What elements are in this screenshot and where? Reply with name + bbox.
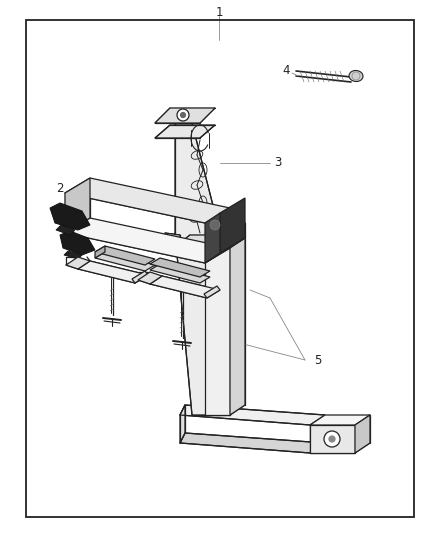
Polygon shape — [180, 405, 185, 443]
Polygon shape — [65, 218, 230, 263]
Polygon shape — [204, 286, 220, 298]
Polygon shape — [66, 257, 90, 269]
Polygon shape — [355, 415, 370, 453]
Polygon shape — [180, 405, 325, 425]
Polygon shape — [60, 231, 95, 255]
Text: 5: 5 — [314, 353, 321, 367]
Circle shape — [210, 220, 220, 230]
Polygon shape — [150, 276, 220, 298]
Polygon shape — [56, 225, 75, 235]
Circle shape — [177, 109, 189, 121]
Polygon shape — [310, 425, 355, 453]
Bar — [26, 20, 414, 517]
Polygon shape — [310, 415, 370, 425]
Text: 4: 4 — [282, 64, 290, 77]
Polygon shape — [95, 252, 155, 271]
Polygon shape — [220, 198, 245, 253]
Polygon shape — [230, 223, 245, 415]
Polygon shape — [205, 233, 230, 415]
Polygon shape — [138, 272, 162, 284]
Polygon shape — [95, 246, 105, 258]
Polygon shape — [50, 203, 90, 230]
Polygon shape — [180, 235, 245, 243]
Polygon shape — [65, 178, 90, 233]
Polygon shape — [205, 223, 245, 233]
Polygon shape — [175, 123, 220, 415]
Polygon shape — [205, 213, 220, 263]
Polygon shape — [205, 238, 245, 263]
Polygon shape — [65, 178, 230, 223]
Circle shape — [329, 436, 335, 442]
Polygon shape — [155, 125, 215, 138]
Polygon shape — [150, 258, 210, 277]
Circle shape — [324, 431, 340, 447]
Circle shape — [180, 112, 186, 117]
Ellipse shape — [349, 70, 363, 82]
Text: 2: 2 — [56, 182, 64, 195]
Polygon shape — [132, 271, 148, 283]
Polygon shape — [150, 264, 210, 283]
Text: 3: 3 — [274, 157, 282, 169]
Polygon shape — [64, 251, 82, 259]
Polygon shape — [165, 233, 180, 243]
Text: 1: 1 — [215, 5, 223, 19]
Polygon shape — [78, 261, 148, 283]
Polygon shape — [95, 246, 155, 265]
Polygon shape — [155, 108, 215, 123]
Polygon shape — [180, 433, 325, 453]
